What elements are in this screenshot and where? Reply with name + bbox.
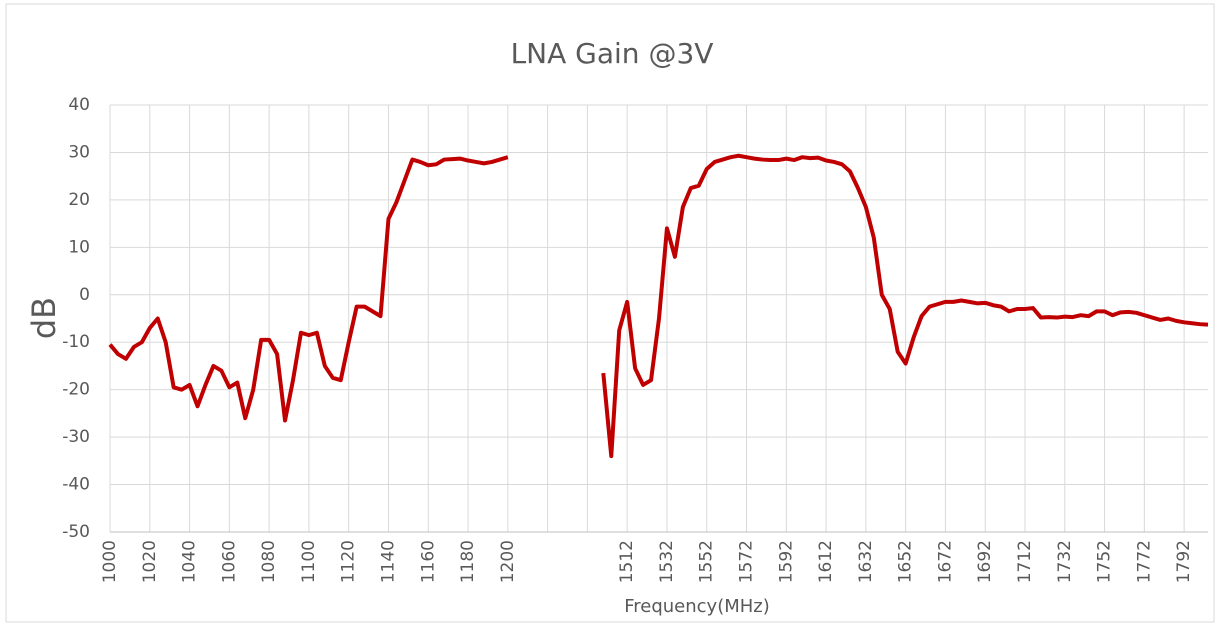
x-tick-label: 1752 [1095, 540, 1115, 583]
x-tick-label: 1020 [140, 540, 160, 583]
x-tick-label: 1552 [697, 540, 717, 583]
x-tick-label: 1792 [1174, 540, 1194, 583]
x-tick-label: 1712 [1015, 540, 1035, 583]
x-tick-label: 1732 [1055, 540, 1075, 583]
chart-border [5, 3, 1215, 623]
x-tick-label: 1592 [776, 540, 796, 583]
x-tick-label: 1080 [259, 540, 279, 583]
x-tick-label: 1692 [975, 540, 995, 583]
x-tick-label: 1140 [378, 540, 398, 583]
y-axis-label: dB [25, 297, 63, 339]
y-tick-label: 20 [68, 190, 90, 210]
y-tick-label: -20 [62, 380, 90, 400]
y-tick-label: 10 [68, 237, 90, 257]
x-tick-label: 1060 [219, 540, 239, 583]
y-tick-label: -50 [62, 522, 90, 542]
chart-title: LNA Gain @3V [511, 37, 714, 70]
x-tick-label: 1160 [418, 540, 438, 583]
y-tick-label: 0 [79, 285, 90, 305]
x-tick-label: 1632 [856, 540, 876, 583]
x-tick-label: 1040 [180, 540, 200, 583]
x-tick-label: 1652 [896, 540, 916, 583]
y-tick-label: -40 [62, 475, 90, 495]
y-tick-label: -10 [62, 332, 90, 352]
x-tick-label: 1572 [737, 540, 757, 583]
x-tick-label: 1120 [339, 540, 359, 583]
y-tick-label: 40 [68, 95, 90, 115]
x-tick-label: 1532 [657, 540, 677, 583]
x-tick-label: 1000 [100, 540, 120, 583]
x-tick-label: 1512 [617, 540, 637, 583]
x-tick-label: 1200 [498, 540, 518, 583]
x-tick-label: 1772 [1134, 540, 1154, 583]
y-tick-label: -30 [62, 427, 90, 447]
y-tick-label: 30 [68, 142, 90, 162]
data-line [108, 153, 1209, 459]
x-tick-label: 1100 [299, 540, 319, 583]
x-tick-label: 1672 [935, 540, 955, 583]
x-tick-label: 1612 [816, 540, 836, 583]
x-tick-label: 1180 [458, 540, 478, 583]
x-axis-label: Frequency(MHz) [624, 596, 770, 617]
